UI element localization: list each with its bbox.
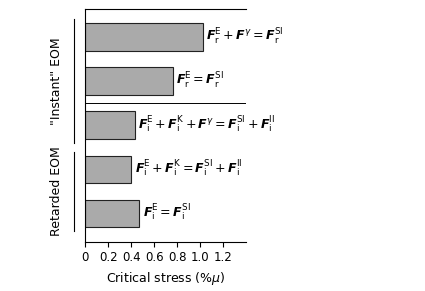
Text: "Instant" EOM: "Instant" EOM [50, 37, 63, 125]
Text: $\boldsymbol{F}_{\mathrm{r}}^{\mathrm{E}} + \boldsymbol{F}^{\gamma} = \boldsymbo: $\boldsymbol{F}_{\mathrm{r}}^{\mathrm{E}… [206, 27, 283, 47]
Text: $\boldsymbol{F}_{\mathrm{i}}^{\mathrm{E}} + \boldsymbol{F}_{\mathrm{i}}^{\mathrm: $\boldsymbol{F}_{\mathrm{i}}^{\mathrm{E}… [135, 159, 242, 179]
Bar [85, 111, 135, 139]
Bar [85, 68, 173, 95]
Bar [85, 23, 203, 51]
X-axis label: Critical stress (%$\mu$): Critical stress (%$\mu$) [106, 270, 226, 287]
Text: $\boldsymbol{F}_{\mathrm{i}}^{\mathrm{E}} + \boldsymbol{F}_{\mathrm{i}}^{\mathrm: $\boldsymbol{F}_{\mathrm{i}}^{\mathrm{E}… [138, 115, 275, 135]
Bar [85, 156, 131, 183]
Text: $\boldsymbol{F}_{\mathrm{i}}^{\mathrm{E}} = \boldsymbol{F}_{\mathrm{i}}^{\mathrm: $\boldsymbol{F}_{\mathrm{i}}^{\mathrm{E}… [143, 203, 190, 223]
Text: Retarded EOM: Retarded EOM [50, 146, 63, 236]
Bar [85, 200, 139, 227]
Text: $\boldsymbol{F}_{\mathrm{r}}^{\mathrm{E}} = \boldsymbol{F}_{\mathrm{r}}^{\mathrm: $\boldsymbol{F}_{\mathrm{r}}^{\mathrm{E}… [176, 71, 224, 91]
